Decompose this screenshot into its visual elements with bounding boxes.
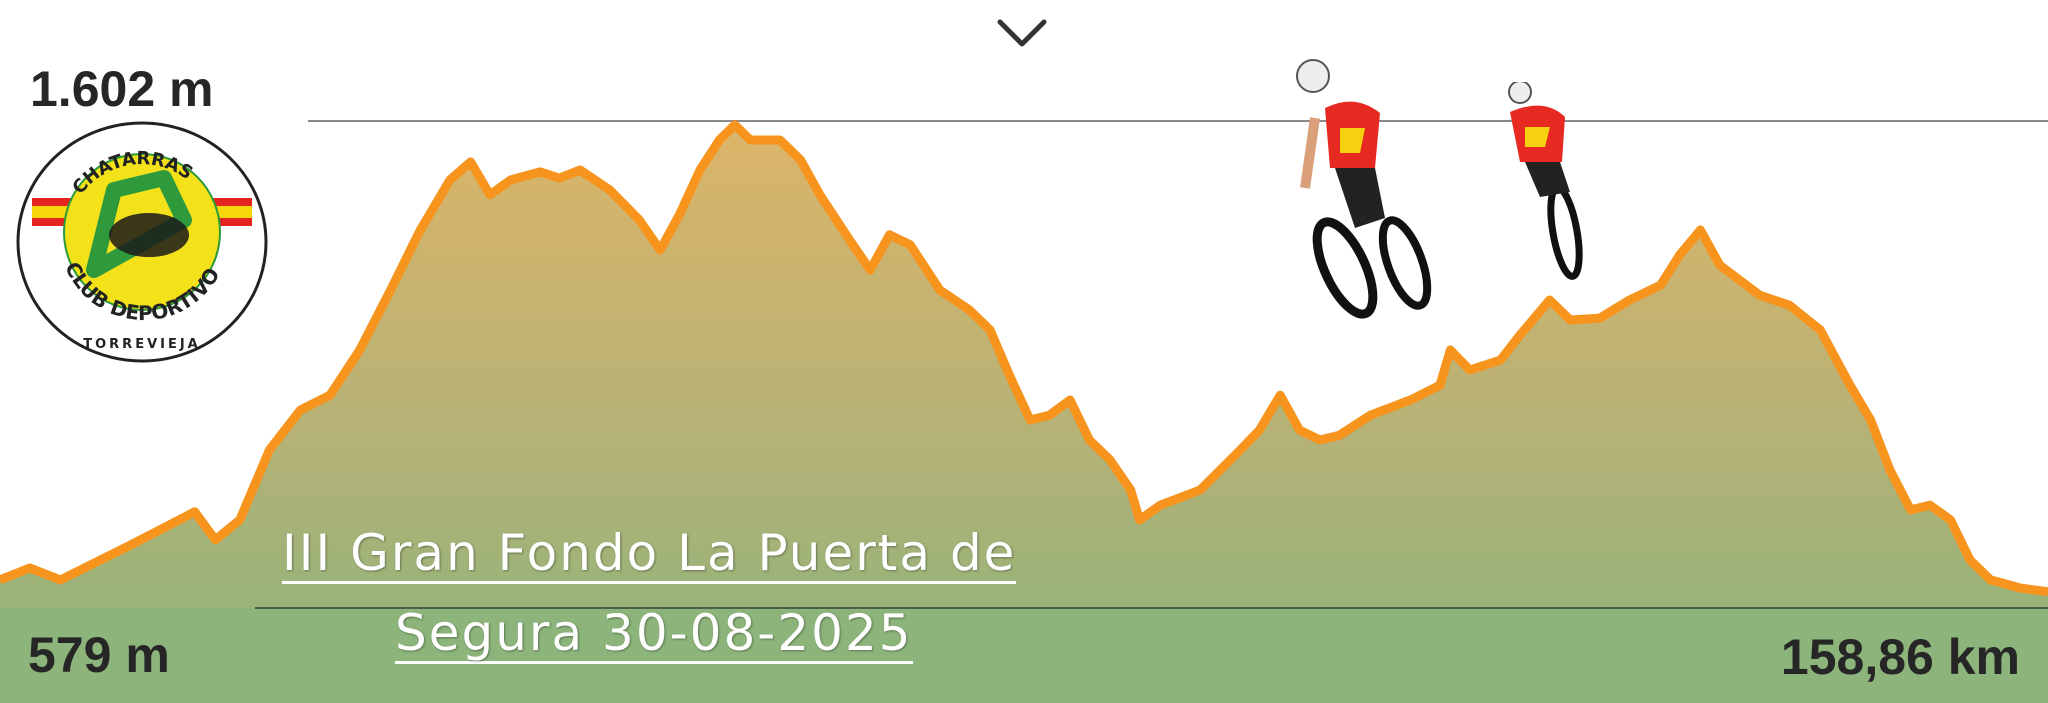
distance-label: 158,86 km: [1780, 629, 2020, 685]
collapse-button[interactable]: [996, 14, 1048, 54]
event-title-line-1: III Gran Fondo La Puerta de: [282, 524, 1017, 584]
footer-band: [0, 608, 2048, 703]
cyclist-image-2: [1508, 82, 1583, 280]
chevron-down-icon: [997, 19, 1047, 47]
event-title-line-2: Segura 30-08-2025: [395, 604, 913, 664]
elevation-line: [0, 120, 2048, 597]
cyclist-image-1: [1296, 59, 1432, 319]
max-elevation-label: 1.602 m: [30, 61, 214, 117]
min-elevation-label: 579 m: [28, 627, 170, 683]
logo-bottom-text: TORREVIEJA: [83, 337, 201, 352]
club-logo: CHATARRAS CLUB DEPORTIVO TORREVIEJA: [16, 121, 268, 363]
